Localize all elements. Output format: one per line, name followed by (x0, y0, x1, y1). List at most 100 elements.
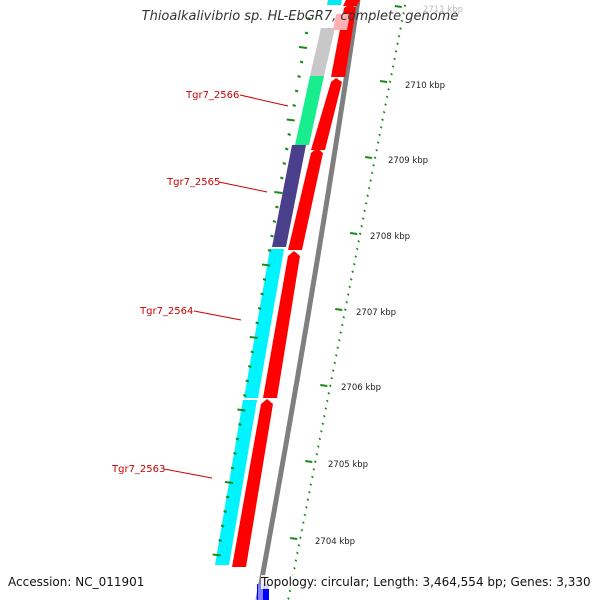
scale-major-tick (305, 460, 313, 463)
pink-feature (333, 14, 350, 30)
scale-minor-tick (296, 551, 299, 555)
inner-ruler-tick (218, 539, 223, 542)
scale-label-2710: 2710 kbp (405, 81, 445, 91)
inner-ruler-tick (282, 162, 287, 165)
scale-minor-tick (367, 186, 371, 190)
scale-minor-tick (293, 566, 296, 570)
leader-line-2566 (239, 94, 289, 107)
scale-minor-tick (342, 316, 346, 319)
scale-minor-tick (330, 376, 334, 380)
scale-label-2711: 2711 kbp (423, 5, 463, 15)
scale-minor-tick (309, 483, 313, 486)
inner-ruler-tick (292, 104, 296, 107)
scale-minor-tick (306, 498, 310, 502)
scale-minor-tick (390, 72, 393, 76)
scale-minor-tick (345, 300, 349, 304)
scale-minor-tick (331, 369, 335, 372)
scale-minor-tick (387, 88, 390, 91)
inner-ruler-tick (272, 220, 277, 223)
leader-line-2565 (218, 181, 268, 193)
scale-minor-tick (382, 110, 386, 114)
scale-minor-tick (322, 414, 326, 418)
inner-ruler-tick (243, 394, 247, 397)
scale-minor-tick (397, 34, 401, 38)
inner-ruler-tick (255, 321, 259, 325)
scale-minor-tick (403, 4, 407, 8)
forward-strand-track (232, 0, 360, 567)
scale-minor-tick (349, 278, 353, 281)
leader-line-2564 (193, 310, 242, 321)
forward-cds-b (311, 78, 342, 150)
inner-ruler-tick (287, 133, 292, 136)
inner-ruler-tick (212, 553, 221, 557)
inner-ruler-tick (257, 307, 262, 310)
scale-minor-tick (300, 528, 304, 532)
scale-minor-tick (400, 19, 404, 23)
scale-major-tick (364, 156, 373, 159)
leader-line-2563 (163, 468, 213, 479)
scale-minor-tick (357, 240, 361, 243)
inner-ruler-tick (298, 46, 308, 49)
scale-minor-tick (299, 536, 302, 540)
scale-minor-tick (333, 361, 337, 365)
scale-minor-tick (381, 118, 384, 122)
scale-ruler (287, 4, 407, 600)
gene-label-2566: Tgr7_2566 (185, 90, 239, 101)
scale-minor-tick (354, 255, 358, 258)
accession-text: Accession: NC_011901 (8, 575, 145, 589)
scale-label-2707: 2707 kbp (356, 308, 396, 318)
scale-minor-tick (294, 559, 298, 562)
scale-minor-tick (328, 384, 332, 388)
scale-label-2705: 2705 kbp (328, 460, 368, 470)
blue-feature-highlight (258, 584, 263, 600)
scale-minor-tick (378, 133, 381, 137)
scale-minor-tick (366, 194, 369, 198)
forward-cds-top (343, 0, 360, 6)
scale-minor-tick (388, 80, 392, 84)
scale-major-tick (320, 384, 328, 387)
gene-label-2564: Tgr7_2564 (139, 306, 193, 317)
forward-cds-d (263, 251, 300, 398)
scale-minor-tick (316, 445, 320, 448)
inner-ruler-tick (261, 263, 271, 267)
scale-major-tick (350, 232, 358, 235)
forward-cds-e (232, 399, 273, 567)
scale-minor-tick (308, 490, 311, 494)
inner-ruler-tick (237, 408, 246, 412)
scale-minor-tick (358, 232, 362, 236)
green-feature (295, 76, 324, 145)
scale-minor-tick (355, 247, 359, 251)
scale-minor-tick (385, 95, 389, 99)
navy-feature (272, 145, 306, 247)
scale-minor-tick (361, 217, 365, 220)
inner-ruler-tick (245, 379, 250, 383)
scale-minor-tick (351, 270, 355, 274)
scale-minor-tick (360, 224, 364, 228)
map-title: Thioalkalivibrio sp. HL-EbGR7, complete … (141, 9, 459, 24)
inner-ruler-tick (299, 60, 304, 64)
scale-minor-tick (394, 50, 398, 53)
gene-labels: Tgr7_2566 Tgr7_2565 Tgr7_2564 Tgr7_2563 (111, 90, 239, 475)
scale-minor-tick (375, 148, 378, 152)
scale-minor-tick (346, 293, 350, 296)
scale-minor-tick (373, 156, 377, 160)
scale-minor-tick (396, 42, 399, 46)
inner-ruler-tick (249, 336, 258, 339)
scale-minor-tick (348, 285, 352, 289)
scale-minor-tick (379, 126, 383, 129)
inner-ruler (212, 17, 311, 557)
scale-minor-tick (303, 513, 307, 517)
scale-minor-tick (336, 346, 340, 350)
scale-minor-tick (384, 103, 387, 106)
scale-major-tick (290, 537, 298, 540)
reverse-cds-tgr7-2563 (215, 400, 257, 565)
scale-minor-tick (391, 65, 395, 68)
inner-ruler-tick (247, 365, 252, 368)
inner-ruler-tick (238, 423, 242, 426)
scale-minor-tick (311, 475, 314, 479)
scale-minor-tick (363, 209, 367, 213)
scale-minor-tick (319, 430, 323, 433)
scale-minor-tick (325, 399, 329, 403)
scale-minor-tick (297, 544, 301, 547)
